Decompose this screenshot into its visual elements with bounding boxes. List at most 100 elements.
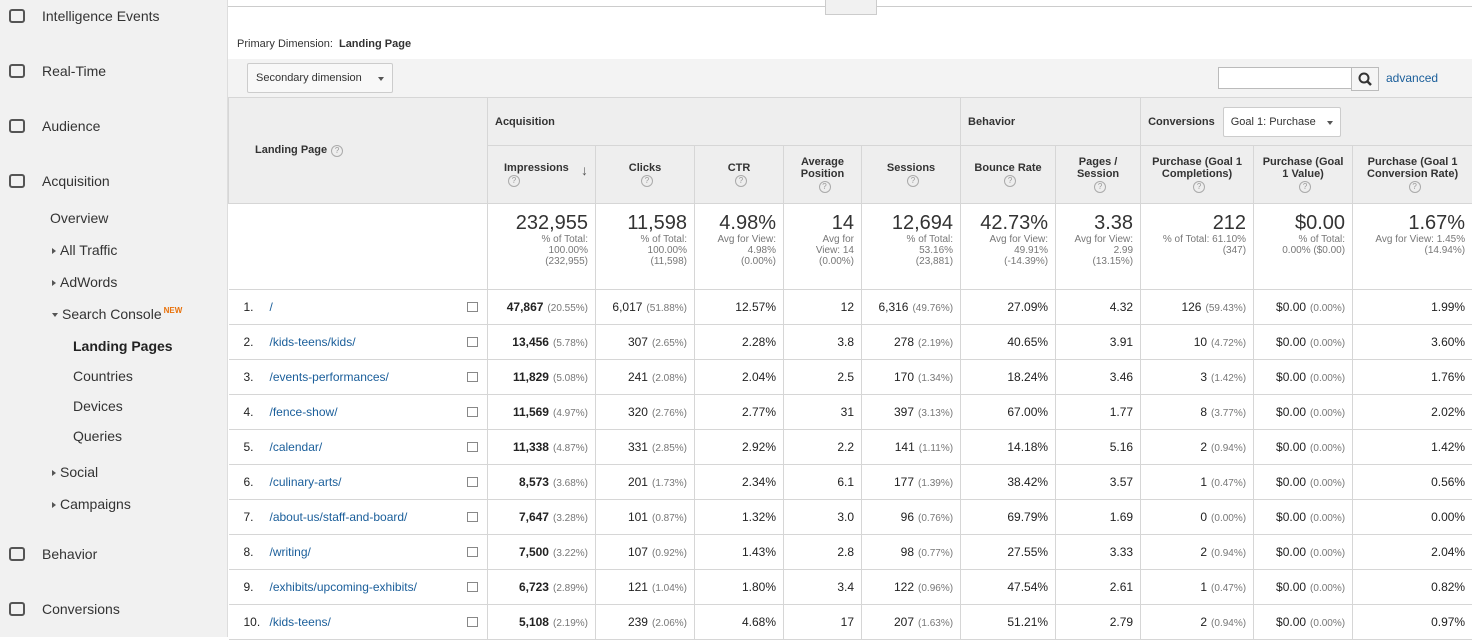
metric-cell: 2.34% bbox=[695, 465, 784, 500]
total-sub: (13.15%) bbox=[1063, 256, 1133, 267]
landing-page-link[interactable]: /about-us/staff-and-board/ bbox=[270, 510, 408, 524]
open-page-icon[interactable] bbox=[467, 407, 478, 417]
nav-item[interactable]: Audience bbox=[42, 118, 100, 134]
nav-label: Queries bbox=[73, 428, 122, 444]
landing-page-cell: 7./about-us/staff-and-board/ bbox=[229, 500, 488, 535]
landing-page-link[interactable]: /fence-show/ bbox=[270, 405, 338, 419]
metric-value: 6,017 bbox=[612, 300, 642, 314]
metric-cell: $0.00(0.00%) bbox=[1254, 325, 1353, 360]
nav-icon bbox=[7, 116, 27, 136]
column-header[interactable]: Sessions bbox=[862, 146, 961, 204]
open-page-icon[interactable] bbox=[467, 617, 478, 627]
metric-cell: 2(0.94%) bbox=[1141, 605, 1254, 640]
metric-value: 67.00% bbox=[1007, 405, 1048, 419]
open-page-icon[interactable] bbox=[467, 477, 478, 487]
metric-cell: 47.54% bbox=[961, 570, 1056, 605]
column-header[interactable]: Pages / Session bbox=[1056, 146, 1141, 204]
nav-item[interactable]: AdWords bbox=[52, 274, 117, 290]
search-button[interactable] bbox=[1351, 67, 1379, 91]
metric-value: 1.99% bbox=[1431, 300, 1465, 314]
nav-item[interactable]: Conversions bbox=[42, 601, 120, 617]
data-row: 3./events-performances/11,829(5.08%)241(… bbox=[229, 360, 1472, 395]
metric-cell: 0.82% bbox=[1353, 570, 1472, 605]
landing-page-link[interactable]: /calendar/ bbox=[270, 440, 323, 454]
column-header[interactable]: Clicks bbox=[596, 146, 695, 204]
metric-percent: (4.72%) bbox=[1211, 338, 1246, 349]
goal-select[interactable]: Goal 1: Purchase bbox=[1223, 107, 1341, 137]
search-input[interactable] bbox=[1218, 67, 1352, 89]
nav-item[interactable]: Queries bbox=[73, 428, 122, 444]
column-header[interactable]: Purchase (Goal 1 Completions) bbox=[1141, 146, 1254, 204]
group-header: Acquisition bbox=[488, 98, 961, 146]
total-value: 3.38 bbox=[1063, 212, 1133, 234]
nav-label: Social bbox=[60, 464, 98, 480]
landing-page-link[interactable]: /kids-teens/ bbox=[270, 615, 331, 629]
total-sub: % of Total: bbox=[603, 234, 687, 245]
open-page-icon[interactable] bbox=[467, 302, 478, 312]
metric-percent: (0.00%) bbox=[1310, 618, 1345, 629]
open-page-icon[interactable] bbox=[467, 582, 478, 592]
metric-value: 4.32 bbox=[1110, 300, 1133, 314]
landing-page-link[interactable]: /writing/ bbox=[270, 545, 311, 559]
metric-cell: 3.46 bbox=[1056, 360, 1141, 395]
metric-value: 69.79% bbox=[1007, 510, 1048, 524]
column-header[interactable]: Purchase (Goal 1 Conversion Rate) bbox=[1353, 146, 1472, 204]
column-label: Purchase (Goal 1 Completions) bbox=[1152, 156, 1242, 180]
nav-item[interactable]: Acquisition bbox=[42, 173, 110, 189]
nav-item[interactable]: Real-Time bbox=[42, 63, 106, 79]
primary-dimension-value[interactable]: Landing Page bbox=[339, 38, 411, 50]
metric-cell: 11,569(4.97%) bbox=[488, 395, 596, 430]
open-page-icon[interactable] bbox=[467, 512, 478, 522]
column-header[interactable]: Average Position bbox=[784, 146, 862, 204]
column-header[interactable]: Bounce Rate bbox=[961, 146, 1056, 204]
landing-page-link[interactable]: /kids-teens/kids/ bbox=[270, 335, 356, 349]
metric-value: 51.21% bbox=[1007, 615, 1048, 629]
landing-page-link[interactable]: /events-performances/ bbox=[270, 370, 389, 384]
metric-value: 3.91 bbox=[1110, 335, 1133, 349]
metric-cell: 2(0.94%) bbox=[1141, 430, 1254, 465]
nav-item[interactable]: Devices bbox=[73, 398, 123, 414]
column-header[interactable]: Purchase (Goal 1 Value) bbox=[1254, 146, 1353, 204]
metric-value: 98 bbox=[901, 545, 914, 559]
metric-value: 2 bbox=[1200, 440, 1207, 454]
metric-cell: $0.00(0.00%) bbox=[1254, 570, 1353, 605]
total-sub: % of Total: 61.10% bbox=[1148, 234, 1246, 245]
metric-value: 2.2 bbox=[837, 440, 854, 454]
metric-value: 397 bbox=[894, 405, 914, 419]
metric-value: $0.00 bbox=[1276, 615, 1306, 629]
data-row: 9./exhibits/upcoming-exhibits/6,723(2.89… bbox=[229, 570, 1472, 605]
landing-page-link[interactable]: /exhibits/upcoming-exhibits/ bbox=[270, 580, 417, 594]
nav-item[interactable]: All Traffic bbox=[52, 242, 117, 258]
total-sub: 4.98% bbox=[702, 245, 776, 256]
metric-percent: (1.34%) bbox=[918, 373, 953, 384]
nav-item[interactable]: Social bbox=[52, 464, 98, 480]
metric-cell: 239(2.06%) bbox=[596, 605, 695, 640]
column-header[interactable]: ↓Impressions bbox=[488, 146, 596, 204]
collapse-tab[interactable] bbox=[825, 0, 877, 15]
nav-item[interactable]: Behavior bbox=[42, 546, 97, 562]
column-label: Bounce Rate bbox=[974, 162, 1041, 174]
metric-cell: 3.91 bbox=[1056, 325, 1141, 360]
open-page-icon[interactable] bbox=[467, 372, 478, 382]
open-page-icon[interactable] bbox=[467, 337, 478, 347]
metric-value: 2.92% bbox=[742, 440, 776, 454]
metric-value: 18.24% bbox=[1007, 370, 1048, 384]
nav-item[interactable]: Overview bbox=[50, 210, 108, 226]
landing-page-link[interactable]: / bbox=[270, 300, 273, 314]
metric-cell: 2.77% bbox=[695, 395, 784, 430]
column-header[interactable]: CTR bbox=[695, 146, 784, 204]
total-sub: Avg for View: bbox=[968, 234, 1048, 245]
secondary-dimension-button[interactable]: Secondary dimension bbox=[247, 63, 393, 93]
column-label: Purchase (Goal 1 Conversion Rate) bbox=[1367, 156, 1458, 180]
landing-page-link[interactable]: /culinary-arts/ bbox=[270, 475, 342, 489]
nav-item[interactable]: Landing Pages bbox=[73, 338, 173, 354]
advanced-link[interactable]: advanced bbox=[1386, 71, 1438, 85]
open-page-icon[interactable] bbox=[467, 547, 478, 557]
metric-percent: (0.47%) bbox=[1211, 583, 1246, 594]
open-page-icon[interactable] bbox=[467, 442, 478, 452]
nav-item[interactable]: Countries bbox=[73, 368, 133, 384]
nav-item[interactable]: Campaigns bbox=[52, 496, 131, 512]
help-icon bbox=[1004, 175, 1016, 187]
nav-item[interactable]: Intelligence Events bbox=[42, 8, 160, 24]
